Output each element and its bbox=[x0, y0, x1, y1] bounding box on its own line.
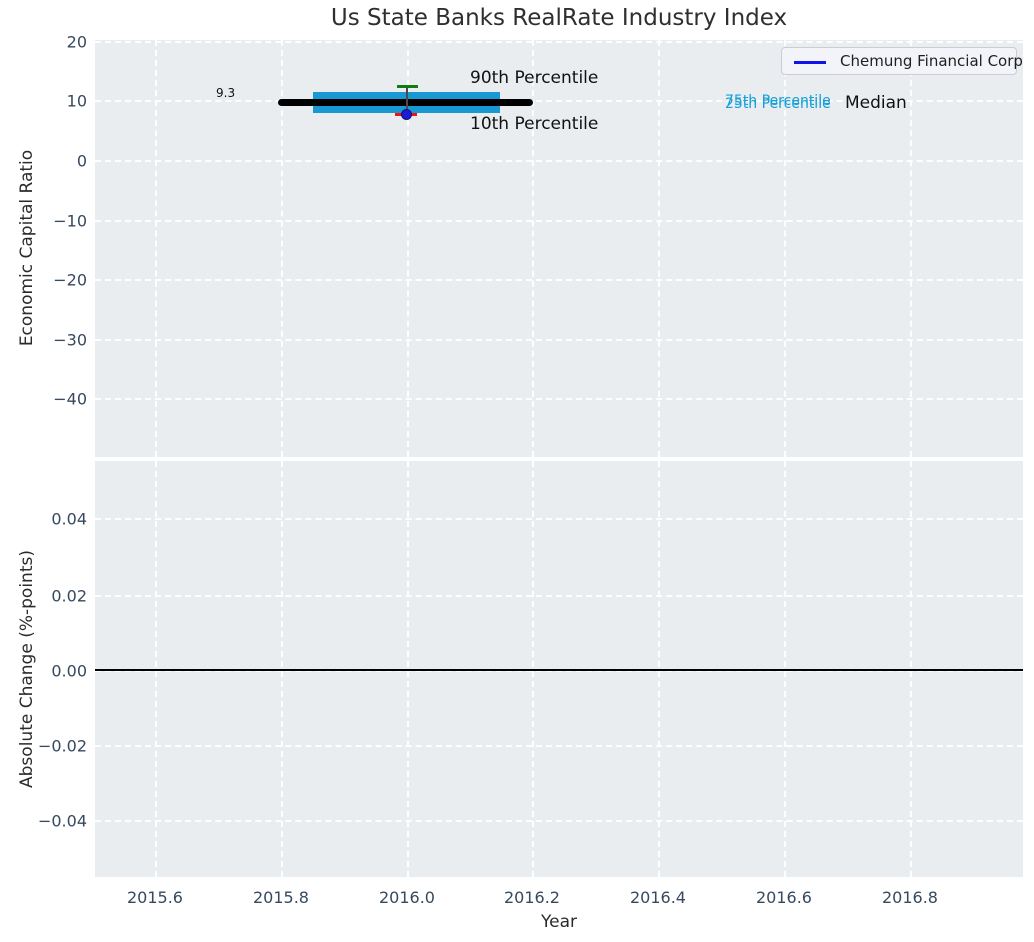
x-tick-label: 2016.4 bbox=[613, 888, 703, 907]
x-tick-label: 2016.8 bbox=[865, 888, 955, 907]
zero-baseline bbox=[95, 669, 1023, 671]
horizontal-gridline bbox=[95, 339, 1023, 341]
bottom-y-tick-label: 0.02 bbox=[0, 587, 87, 606]
bottom-y-tick-label: −0.02 bbox=[0, 737, 87, 756]
top-y-axis-label: Economic Capital Ratio bbox=[17, 150, 37, 346]
horizontal-gridline bbox=[95, 41, 1023, 43]
x-tick-label: 2016.2 bbox=[487, 888, 577, 907]
bottom-y-tick-label: −0.04 bbox=[0, 812, 87, 831]
vertical-gridline bbox=[658, 40, 660, 457]
horizontal-gridline bbox=[95, 595, 1023, 597]
p25-annotation: 25th Percentile bbox=[725, 96, 831, 112]
p90-tick-marker bbox=[397, 85, 418, 88]
top-y-tick-label: 20 bbox=[0, 33, 87, 52]
bottom-plot-area bbox=[95, 461, 1023, 877]
top-y-tick-label: −20 bbox=[0, 271, 87, 290]
legend-label: Chemung Financial Corp bbox=[840, 52, 1023, 70]
company-data-point bbox=[401, 109, 412, 120]
p10-annotation: 10th Percentile bbox=[470, 114, 598, 134]
chart-title: Us State Banks RealRate Industry Index bbox=[95, 5, 1023, 31]
x-tick-label: 2016.6 bbox=[739, 888, 829, 907]
top-y-tick-label: −40 bbox=[0, 390, 87, 409]
bottom-y-tick-label: 0.04 bbox=[0, 510, 87, 529]
median-annotation: Median bbox=[845, 93, 907, 113]
bottom-y-tick-label: 0.00 bbox=[0, 662, 87, 681]
top-plot-area: 9.3 90th Percentile 10th Percentile 75th… bbox=[95, 40, 1023, 457]
top-y-tick-label: −30 bbox=[0, 331, 87, 350]
p90-annotation: 90th Percentile bbox=[470, 68, 598, 88]
horizontal-gridline bbox=[95, 279, 1023, 281]
median-value-annotation: 9.3 bbox=[216, 86, 235, 100]
vertical-gridline bbox=[155, 40, 157, 457]
top-y-tick-label: 10 bbox=[0, 92, 87, 111]
horizontal-gridline bbox=[95, 820, 1023, 822]
horizontal-gridline bbox=[95, 518, 1023, 520]
legend-line-sample bbox=[794, 61, 826, 64]
x-tick-label: 2015.8 bbox=[236, 888, 326, 907]
horizontal-gridline bbox=[95, 160, 1023, 162]
horizontal-gridline bbox=[95, 745, 1023, 747]
top-y-tick-label: −10 bbox=[0, 212, 87, 231]
x-axis-label: Year bbox=[95, 912, 1023, 932]
horizontal-gridline bbox=[95, 220, 1023, 222]
legend-box: Chemung Financial Corp bbox=[781, 47, 1017, 75]
top-y-tick-label: 0 bbox=[0, 152, 87, 171]
figure: Us State Banks RealRate Industry Index 9… bbox=[0, 0, 1034, 942]
vertical-gridline bbox=[910, 40, 912, 457]
x-tick-label: 2016.0 bbox=[362, 888, 452, 907]
x-tick-label: 2015.6 bbox=[110, 888, 200, 907]
horizontal-gridline bbox=[95, 398, 1023, 400]
